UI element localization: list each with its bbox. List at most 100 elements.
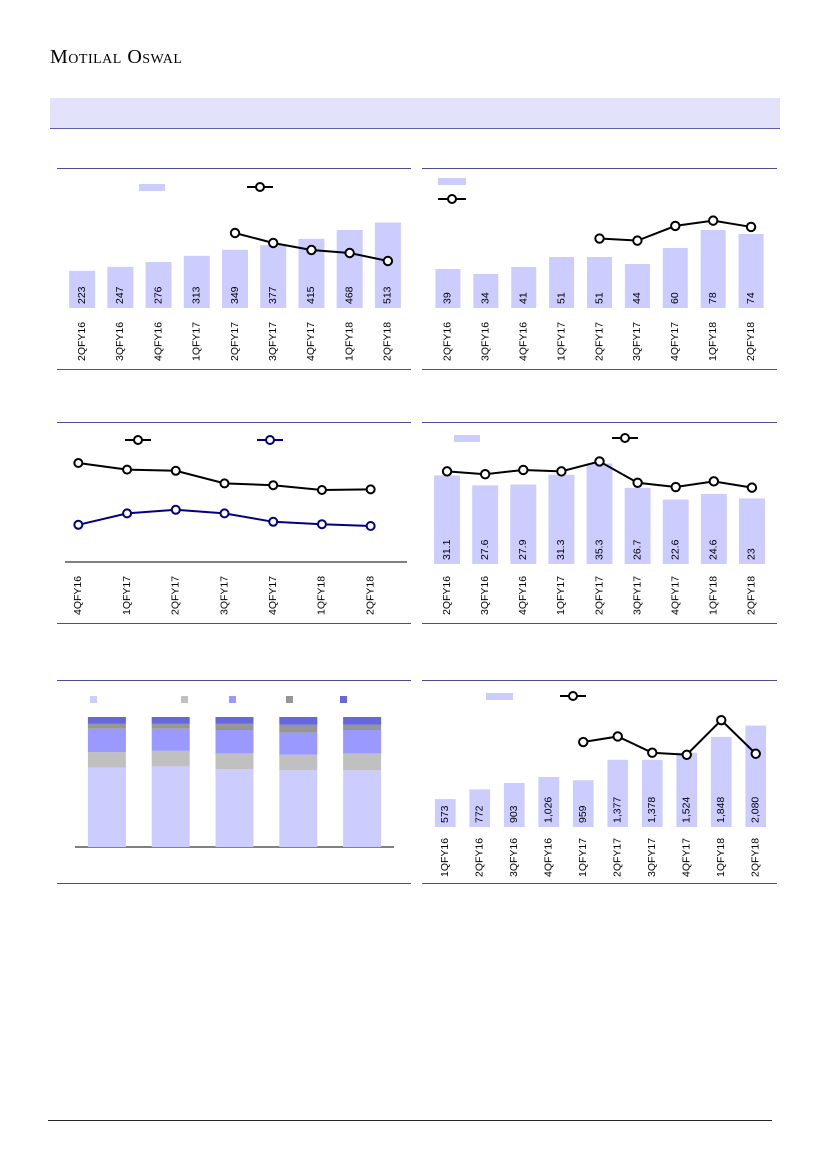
bar-value-label: 223 bbox=[76, 286, 88, 304]
legend-swatch-line-marker bbox=[447, 194, 457, 204]
bar bbox=[435, 269, 461, 308]
bar-value-label: 573 bbox=[439, 805, 451, 823]
chart-panel-1: 223 2QFY16 247 3QFY16 276 4QFY16 313 1QFY17 349 2… bbox=[57, 168, 411, 370]
legend-swatch-line-1-marker bbox=[133, 435, 143, 445]
stack-segment bbox=[215, 717, 254, 724]
x-tick-label: 4QFY17 bbox=[305, 322, 317, 361]
x-tick-label: 2QFY18 bbox=[382, 322, 394, 361]
bar bbox=[662, 248, 688, 308]
x-tick-label: 4QFY16 bbox=[72, 576, 84, 615]
line-marker bbox=[365, 521, 376, 531]
bar bbox=[676, 752, 698, 827]
stack-segment bbox=[279, 724, 318, 733]
bar bbox=[107, 266, 134, 308]
bar-value-label: 27.6 bbox=[479, 539, 491, 560]
bar-value-label: 1,524 bbox=[681, 797, 693, 823]
x-tick-label: 4QFY16 bbox=[518, 322, 530, 361]
x-tick-label: 2QFY17 bbox=[593, 322, 605, 361]
bar-value-label: 31.3 bbox=[555, 539, 567, 560]
x-tick-label: 2QFY18 bbox=[364, 576, 376, 615]
bar-value-label: 60 bbox=[669, 292, 681, 304]
bar bbox=[472, 485, 499, 564]
legend-swatch-bars bbox=[438, 178, 466, 185]
bar-value-label: 349 bbox=[229, 286, 241, 304]
chart-panel-2: 39 2QFY16 34 3QFY16 41 4QFY16 51 1QFY17 51 2QFY17… bbox=[422, 168, 777, 370]
x-tick-label: 1QFY18 bbox=[715, 838, 727, 877]
line-marker bbox=[316, 519, 327, 530]
line-marker bbox=[745, 221, 757, 233]
x-tick-label: 1QFY18 bbox=[708, 576, 720, 615]
legend-swatch-5 bbox=[340, 696, 347, 703]
chart-4: 31.1 2QFY16 27.6 3QFY16 27.9 4QFY16 31.3 1QFY17… bbox=[422, 422, 777, 624]
bar bbox=[538, 776, 560, 827]
line-marker bbox=[122, 508, 133, 519]
line-marker bbox=[716, 714, 727, 726]
x-tick-label: 4QFY17 bbox=[267, 576, 279, 615]
line-marker bbox=[365, 484, 376, 495]
x-tick-label: 2QFY16 bbox=[76, 322, 88, 361]
bar-value-label: 513 bbox=[382, 286, 394, 304]
x-tick-label: 4QFY17 bbox=[681, 838, 693, 877]
bar-value-label: 313 bbox=[191, 286, 203, 304]
line-marker bbox=[479, 469, 491, 480]
bar bbox=[510, 484, 537, 564]
chart-panel-5 bbox=[57, 680, 411, 884]
bar bbox=[469, 789, 491, 827]
legend-swatch-2 bbox=[181, 696, 188, 703]
bar bbox=[710, 736, 732, 827]
bar-value-label: 41 bbox=[518, 292, 530, 304]
bar-value-label: 415 bbox=[305, 286, 317, 304]
line-marker bbox=[632, 235, 643, 246]
bar-value-label: 26.7 bbox=[631, 539, 643, 560]
stack-segment bbox=[87, 728, 126, 753]
line-marker bbox=[578, 736, 589, 748]
section-banner bbox=[50, 98, 780, 129]
legend-swatch-line-marker bbox=[255, 182, 265, 192]
bar-value-label: 959 bbox=[577, 805, 589, 823]
bar-value-label: 1,377 bbox=[612, 797, 624, 823]
stack-segment bbox=[343, 717, 382, 725]
line-marker bbox=[518, 464, 529, 476]
bar-value-label: 247 bbox=[114, 286, 126, 304]
bar bbox=[260, 245, 287, 308]
line-marker bbox=[382, 255, 394, 267]
x-tick-label: 2QFY17 bbox=[593, 576, 605, 615]
bar-value-label: 23 bbox=[746, 548, 758, 560]
bar-value-label: 35.3 bbox=[593, 539, 605, 560]
bar bbox=[738, 234, 764, 308]
chart-panel-6: 573 1QFY16 772 2QFY16 903 3QFY16 1,026 4QFY16 95… bbox=[422, 680, 777, 884]
x-tick-label: 4QFY17 bbox=[670, 576, 682, 615]
chart-3: 4QFY16 1QFY17 2QFY17 3QFY17 4QFY17 1QFY18 2QFY… bbox=[57, 422, 411, 624]
x-tick-label: 2QFY16 bbox=[441, 576, 453, 615]
bar bbox=[572, 780, 594, 827]
line-marker bbox=[632, 477, 643, 488]
line-marker bbox=[219, 508, 230, 519]
legend-swatch-3 bbox=[229, 696, 236, 703]
legend-swatch-bars bbox=[486, 693, 513, 700]
stack-segment bbox=[87, 717, 126, 724]
footer-rule bbox=[48, 1120, 772, 1121]
line-marker bbox=[647, 747, 658, 758]
line-marker bbox=[306, 244, 317, 256]
bar bbox=[183, 255, 210, 308]
bar-value-label: 51 bbox=[593, 292, 605, 304]
chart-1: 223 2QFY16 247 3QFY16 276 4QFY16 313 1QFY17 349 2… bbox=[57, 168, 411, 370]
line-marker bbox=[316, 485, 327, 495]
line-marker bbox=[681, 749, 692, 760]
bar bbox=[222, 249, 248, 308]
line-marker bbox=[268, 480, 279, 491]
bar-value-label: 468 bbox=[343, 286, 355, 304]
line-marker bbox=[73, 519, 84, 530]
line-marker bbox=[170, 465, 181, 476]
brand-logo: Motilal Oswal bbox=[50, 46, 183, 68]
x-tick-label: 2QFY17 bbox=[229, 322, 241, 361]
bar bbox=[738, 498, 765, 564]
x-tick-label: 4QFY17 bbox=[669, 322, 681, 361]
bar bbox=[607, 759, 629, 827]
bar bbox=[700, 493, 727, 564]
bar bbox=[145, 262, 172, 308]
x-tick-label: 3QFY17 bbox=[218, 576, 230, 615]
line-marker bbox=[441, 466, 453, 477]
x-tick-label: 3QFY17 bbox=[267, 322, 279, 361]
bar-value-label: 27.9 bbox=[517, 539, 529, 560]
